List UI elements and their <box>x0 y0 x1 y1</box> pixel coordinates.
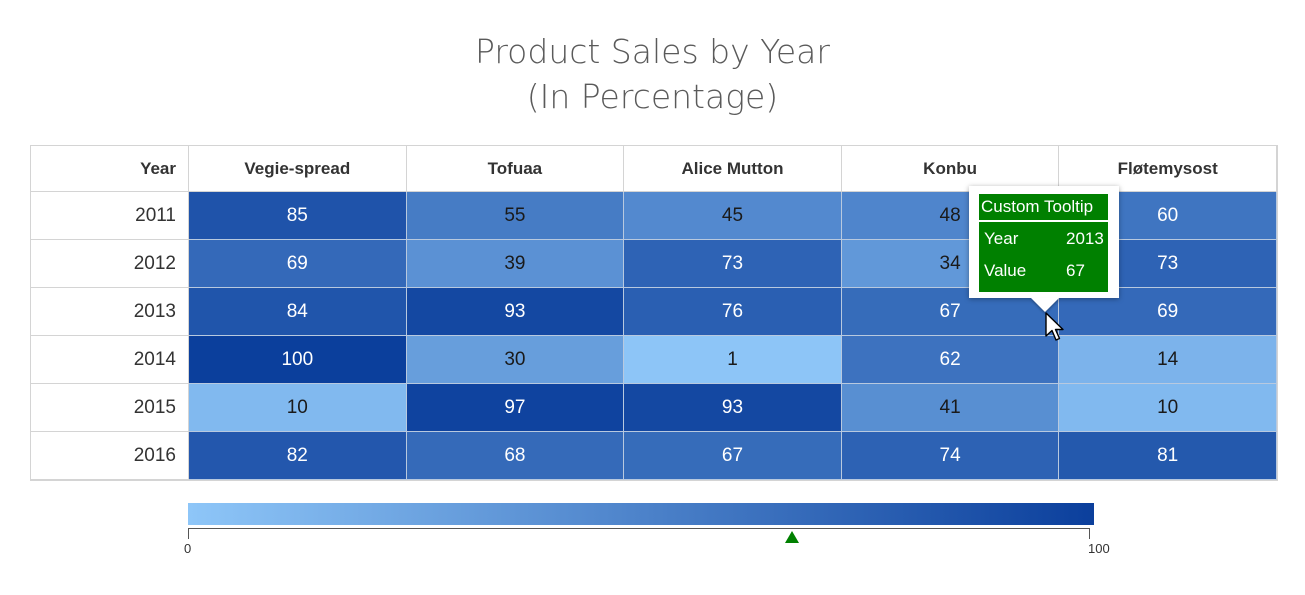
heatmap-cell: 62 <box>841 336 1060 384</box>
mouse-pointer-icon <box>1045 312 1064 341</box>
legend-axis <box>188 528 1090 539</box>
heatmap-cell: 93 <box>624 384 842 432</box>
column-header: Fløtemysost <box>1059 146 1277 192</box>
heatmap-cell: 69 <box>189 240 407 288</box>
heatmap-cell: 93 <box>406 288 625 336</box>
heatmap-cell: 67 <box>841 288 1060 336</box>
heatmap-cell: 82 <box>189 432 407 480</box>
column-header: Tofuaa <box>406 146 625 192</box>
tooltip-value-value: 67 <box>1066 261 1085 280</box>
heatmap-cell: 81 <box>1059 432 1277 480</box>
heatmap-cell: 39 <box>406 240 625 288</box>
heatmap-cell: 100 <box>189 336 407 384</box>
row-label: 2016 <box>31 432 189 480</box>
tooltip-year-value: 2013 <box>1066 229 1104 248</box>
row-header-label: Year <box>31 146 189 192</box>
heatmap-cell: 30 <box>406 336 625 384</box>
column-header: Vegie-spread <box>189 146 407 192</box>
heatmap-cell: 14 <box>1059 336 1277 384</box>
heatmap-cell: 55 <box>406 192 625 240</box>
heatmap-cell: 41 <box>841 384 1060 432</box>
legend-min-label: 0 <box>184 541 192 556</box>
row-label: 2015 <box>31 384 189 432</box>
heatmap-cell: 73 <box>624 240 842 288</box>
legend-gradient-bar <box>188 503 1094 525</box>
heatmap-cell: 74 <box>841 432 1060 480</box>
column-header: Alice Mutton <box>624 146 842 192</box>
heatmap-cell: 67 <box>624 432 842 480</box>
custom-tooltip: Custom Tooltip Year 2013 Value 67 <box>969 186 1119 298</box>
chart-title: Product Sales by Year <box>475 32 830 71</box>
tooltip-row-year: Year 2013 <box>984 226 1104 252</box>
tooltip-body: Custom Tooltip Year 2013 Value 67 <box>979 194 1108 292</box>
legend-max-label: 100 <box>1088 541 1110 556</box>
heatmap-cell: 1 <box>624 336 842 384</box>
row-label: 2014 <box>31 336 189 384</box>
heatmap-grid: Year Vegie-spread Tofuaa Alice Mutton Konbu F… <box>30 145 1278 481</box>
heatmap-cell: 76 <box>624 288 842 336</box>
tooltip-year-key: Year <box>984 229 1019 248</box>
row-label: 2011 <box>31 192 189 240</box>
tooltip-row-value: Value 67 <box>984 258 1104 284</box>
tooltip-header: Custom Tooltip <box>979 194 1108 222</box>
legend-pointer-marker <box>785 531 800 543</box>
column-header: Konbu <box>841 146 1060 192</box>
heatmap-cell: 68 <box>406 432 625 480</box>
tooltip-value-key: Value <box>984 261 1027 280</box>
chart-subtitle: (In Percentage) <box>526 77 779 116</box>
tooltip-arrow <box>1031 298 1059 312</box>
heatmap-cell: 10 <box>189 384 407 432</box>
heatmap-cell: 85 <box>189 192 407 240</box>
row-label: 2013 <box>31 288 189 336</box>
row-label: 2012 <box>31 240 189 288</box>
heatmap-cell: 45 <box>624 192 842 240</box>
heatmap-cell: 97 <box>406 384 625 432</box>
heatmap-cell: 84 <box>189 288 407 336</box>
heatmap-cell: 10 <box>1059 384 1277 432</box>
